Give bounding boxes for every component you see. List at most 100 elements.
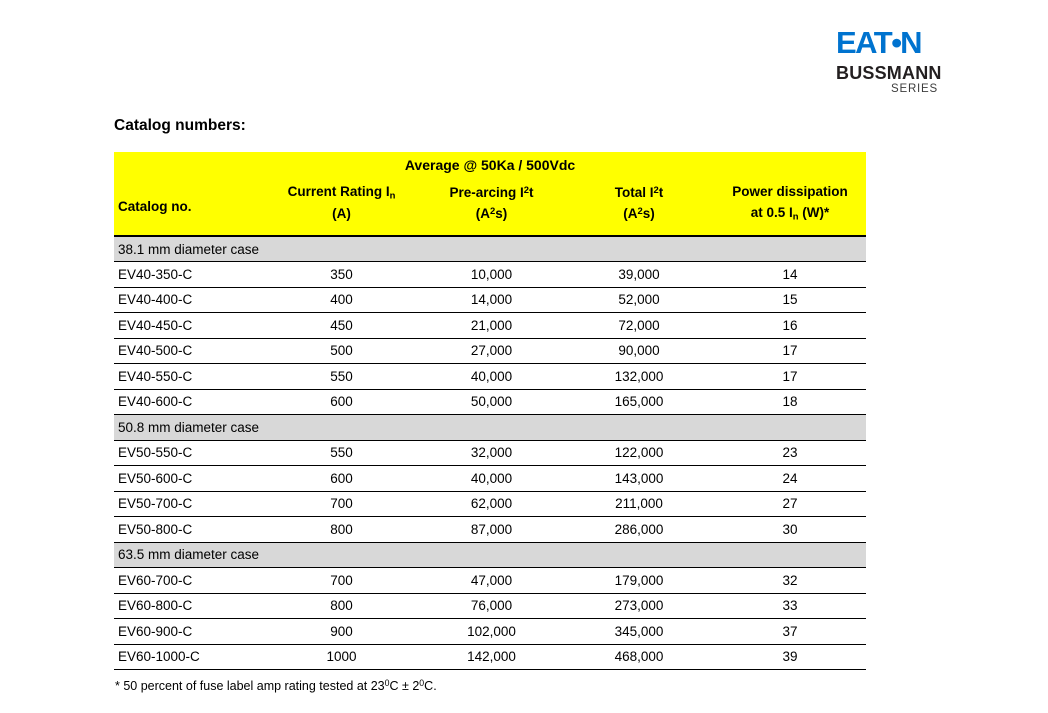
catalog-number-cell: EV50-600-C — [114, 465, 264, 492]
value-cell: 142,000 — [419, 644, 564, 670]
value-cell: 700 — [264, 491, 419, 517]
value-cell: 179,000 — [564, 567, 714, 594]
value-cell: 102,000 — [419, 618, 564, 645]
catalog-number-cell: EV50-800-C — [114, 516, 264, 543]
value-cell: 30 — [714, 516, 867, 543]
value-cell: 211,000 — [564, 491, 714, 517]
value-cell: 47,000 — [419, 567, 564, 594]
section-title: 50.8 mm diameter case — [114, 414, 867, 441]
value-cell: 14,000 — [419, 287, 564, 313]
value-cell: 27 — [714, 491, 867, 517]
table-row: EV50-600-C 600 40,000 143,000 24 — [114, 465, 867, 492]
table-row: EV40-600-C 600 50,000 165,000 18 — [114, 389, 867, 415]
eaton-logo-dot-icon: • — [891, 25, 902, 60]
value-cell: 700 — [264, 567, 419, 594]
value-cell: 800 — [264, 516, 419, 543]
catalog-number-cell: EV60-800-C — [114, 593, 264, 619]
value-cell: 550 — [264, 440, 419, 466]
value-cell: 52,000 — [564, 287, 714, 313]
value-cell: 18 — [714, 389, 867, 415]
eaton-logo-left: EAT — [836, 25, 893, 60]
value-cell: 72,000 — [564, 312, 714, 339]
value-cell: 400 — [264, 287, 419, 313]
column-header-unit: at 0.5 In (W)* — [750, 205, 830, 223]
value-cell: 32,000 — [419, 440, 564, 466]
value-cell: 800 — [264, 593, 419, 619]
value-cell: 90,000 — [564, 338, 714, 364]
value-cell: 350 — [264, 261, 419, 288]
catalog-number-cell: EV60-1000-C — [114, 644, 264, 670]
value-cell: 15 — [714, 287, 867, 313]
table-row: EV50-550-C 550 32,000 122,000 23 — [114, 440, 867, 466]
table-row: EV40-550-C 550 40,000 132,000 17 — [114, 363, 867, 390]
catalog-number-cell: EV40-500-C — [114, 338, 264, 364]
table-row: EV40-450-C 450 21,000 72,000 16 — [114, 312, 867, 339]
value-cell: 1000 — [264, 644, 419, 670]
value-cell: 39,000 — [564, 261, 714, 288]
column-header-label: Total I2t — [614, 184, 664, 201]
section-row: 63.5 mm diameter case — [114, 542, 867, 568]
value-cell: 143,000 — [564, 465, 714, 492]
footnote: * 50 percent of fuse label amp rating te… — [115, 678, 437, 693]
catalog-number-cell: EV50-700-C — [114, 491, 264, 517]
banner-cell: Average @ 50Ka / 500Vdc — [114, 152, 867, 177]
column-header-unit: (A) — [332, 206, 351, 222]
value-cell: 600 — [264, 465, 419, 492]
value-cell: 27,000 — [419, 338, 564, 364]
value-cell: 40,000 — [419, 465, 564, 492]
table-row: EV40-350-C 350 10,000 39,000 14 — [114, 261, 867, 288]
table-header: Average @ 50Ka / 500Vdc Catalog no. Curr… — [114, 152, 867, 237]
column-header-catalog-no: Catalog no. — [114, 177, 264, 237]
value-cell: 39 — [714, 644, 867, 670]
value-cell: 10,000 — [419, 261, 564, 288]
table-row: EV40-400-C 400 14,000 52,000 15 — [114, 287, 867, 313]
value-cell: 87,000 — [419, 516, 564, 543]
value-cell: 286,000 — [564, 516, 714, 543]
section-title: 63.5 mm diameter case — [114, 542, 867, 568]
catalog-number-cell: EV40-350-C — [114, 261, 264, 288]
value-cell: 33 — [714, 593, 867, 619]
catalog-table: Average @ 50Ka / 500Vdc Catalog no. Curr… — [114, 152, 867, 670]
column-header-row: Catalog no. Current Rating In (A) Pre-ar… — [114, 177, 867, 237]
value-cell: 500 — [264, 338, 419, 364]
bussmann-wordmark: BUSSMANN — [836, 63, 942, 83]
value-cell: 21,000 — [419, 312, 564, 339]
value-cell: 17 — [714, 338, 867, 364]
value-cell: 550 — [264, 363, 419, 390]
column-header-pre-arcing-i2t: Pre-arcing I2t (A2s) — [419, 177, 564, 237]
section-row: 38.1 mm diameter case — [114, 236, 867, 262]
catalog-number-cell: EV60-900-C — [114, 618, 264, 645]
value-cell: 23 — [714, 440, 867, 466]
column-header-current-rating: Current Rating In (A) — [264, 177, 419, 237]
table-row: EV60-800-C 800 76,000 273,000 33 — [114, 593, 867, 619]
value-cell: 40,000 — [419, 363, 564, 390]
table-row: EV60-700-C 700 47,000 179,000 32 — [114, 567, 867, 594]
value-cell: 37 — [714, 618, 867, 645]
value-cell: 450 — [264, 312, 419, 339]
catalog-number-cell: EV40-600-C — [114, 389, 264, 415]
table-row: EV40-500-C 500 27,000 90,000 17 — [114, 338, 867, 364]
value-cell: 32 — [714, 567, 867, 594]
column-header-unit: (A2s) — [623, 205, 655, 222]
value-cell: 16 — [714, 312, 867, 339]
catalog-number-cell: EV40-550-C — [114, 363, 264, 390]
eaton-logo-right: N — [900, 25, 922, 60]
column-header-label: Pre-arcing I2t — [449, 184, 534, 201]
eaton-bussmann-logo: EAT•N BUSSMANN SERIES — [836, 25, 942, 96]
value-cell: 468,000 — [564, 644, 714, 670]
page-title: Catalog numbers: — [114, 117, 246, 134]
content-area: Average @ 50Ka / 500Vdc Catalog no. Curr… — [114, 152, 867, 693]
value-cell: 345,000 — [564, 618, 714, 645]
column-header-label: Power dissipation — [732, 184, 848, 200]
value-cell: 62,000 — [419, 491, 564, 517]
column-header-label: Current Rating In — [287, 184, 396, 202]
value-cell: 165,000 — [564, 389, 714, 415]
catalog-number-cell: EV50-550-C — [114, 440, 264, 466]
value-cell: 273,000 — [564, 593, 714, 619]
value-cell: 900 — [264, 618, 419, 645]
catalog-number-cell: EV40-400-C — [114, 287, 264, 313]
column-header-power-dissipation: Power dissipation at 0.5 In (W)* — [714, 177, 867, 237]
catalog-number-cell: EV60-700-C — [114, 567, 264, 594]
value-cell: 76,000 — [419, 593, 564, 619]
value-cell: 17 — [714, 363, 867, 390]
